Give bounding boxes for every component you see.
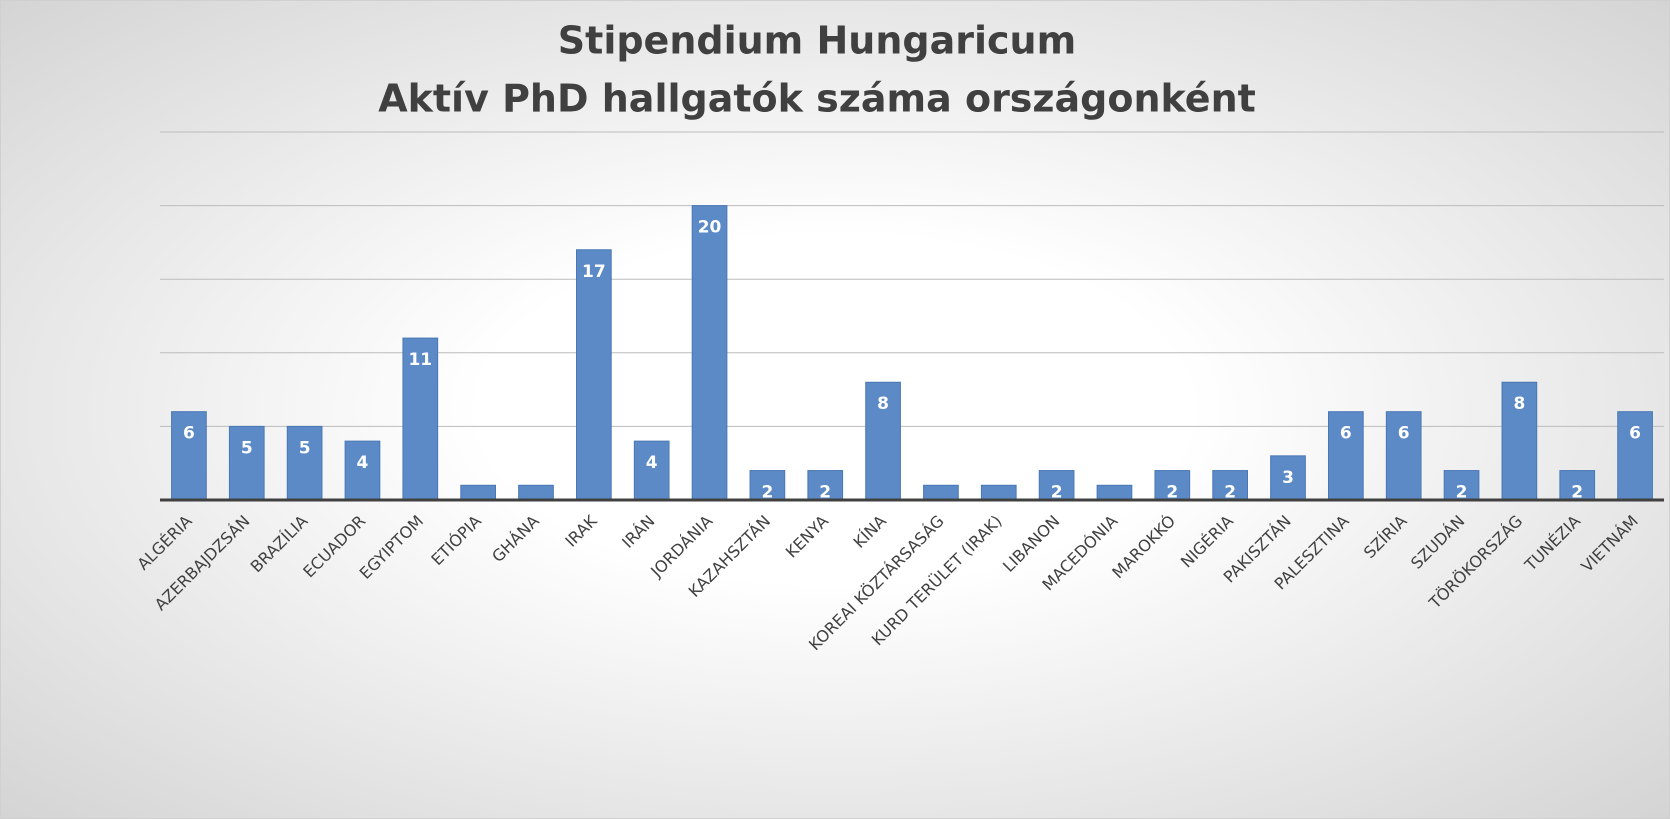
data-label: 6 (183, 424, 195, 444)
data-label: 3 (1282, 468, 1294, 488)
data-label: 2 (761, 483, 773, 503)
bar (1327, 411, 1364, 501)
data-label: 6 (1398, 424, 1410, 444)
x-tick-label: ETIÓPIA (427, 511, 485, 569)
bar (1559, 470, 1596, 501)
x-tick-label: VIETNÁM (1577, 511, 1642, 576)
x-tick-label: TUNÉZIA (1520, 511, 1584, 575)
data-label: 2 (1456, 483, 1468, 503)
bar (1270, 455, 1306, 501)
bar (518, 484, 554, 501)
bar (1096, 484, 1133, 501)
bar (1385, 411, 1422, 501)
bar (575, 249, 612, 501)
data-label: 20 (698, 218, 722, 238)
x-tick-label: IRAK (561, 511, 601, 551)
bar (749, 470, 786, 501)
data-label: 2 (1224, 483, 1236, 503)
bar (807, 470, 844, 501)
data-label: 8 (1513, 394, 1525, 414)
x-tick-label: IRÁN (618, 511, 658, 551)
x-tick-label: SZUDÁN (1407, 511, 1468, 572)
bar (691, 205, 728, 501)
data-label: 17 (582, 262, 606, 282)
x-tick-label: KÍNA (850, 511, 890, 551)
data-label: 5 (299, 438, 311, 458)
data-label: 2 (1571, 483, 1583, 503)
data-label: 2 (1166, 483, 1178, 503)
bar (865, 381, 901, 501)
x-tick-label: SZÍRIA (1360, 511, 1411, 562)
bar (402, 337, 439, 501)
data-label: 2 (1051, 483, 1063, 503)
x-tick-label: KENYA (782, 511, 832, 561)
data-label: 6 (1629, 424, 1641, 444)
bar (344, 440, 381, 501)
data-label: 4 (646, 453, 658, 473)
bar (923, 484, 959, 501)
chart-subtitle: Aktív PhD hallgatók száma országonként (378, 77, 1256, 121)
data-label: 4 (357, 453, 369, 473)
x-tick-label: MAROKKÓ (1108, 511, 1179, 582)
bar (1501, 381, 1538, 501)
data-label: 8 (877, 394, 889, 414)
x-tick-label: NIGÉRIA (1177, 511, 1237, 571)
data-label: 11 (408, 350, 432, 370)
chart-title: Stipendium Hungaricum (558, 19, 1076, 63)
data-label: 2 (819, 483, 831, 503)
data-label: 5 (241, 438, 253, 458)
x-tick-label: GHÁNA (488, 511, 543, 566)
bar (980, 484, 1017, 501)
bar (460, 484, 497, 501)
data-label: 6 (1340, 424, 1352, 444)
